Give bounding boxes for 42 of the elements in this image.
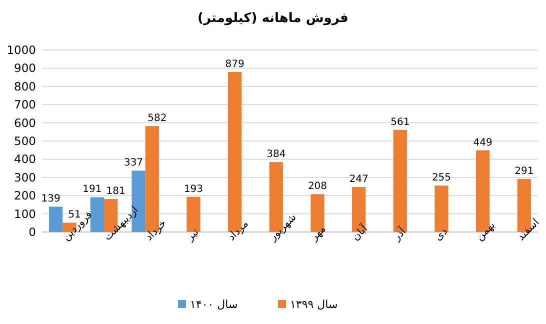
y-tick-label: 400 [14,152,36,166]
x-tick-label: بهمن [474,219,498,244]
chart-title: فروش ماهانه (کیلومتر) [198,11,348,26]
data-label: 561 [390,116,410,128]
y-tick-label: 300 [14,170,36,184]
data-label: 193 [184,184,204,195]
x-tick-label: خرداد [142,217,169,244]
data-label: 247 [349,174,368,186]
data-label: 337 [124,158,144,169]
y-tick-label: 700 [14,98,36,112]
bar [49,206,63,232]
legend-label: سال ۱۳۹۹ [290,298,338,311]
x-tick-label: تیر [184,226,202,244]
x-tick-label: آذر [390,224,410,244]
x-tick-label: اسفند [514,216,542,244]
legend-label: سال ۱۴۰۰ [190,298,238,311]
x-tick-label: مهر [308,223,328,244]
data-label: 879 [225,59,244,70]
y-tick-label: 900 [14,61,36,76]
bar [434,186,448,232]
bar [90,197,104,232]
y-tick-label: 100 [14,206,36,221]
x-tick-label: شهریور [266,211,299,244]
data-label: 208 [308,181,328,192]
x-tick-label: آبان [348,221,371,244]
y-tick-label: 0 [28,225,36,239]
data-label: 291 [514,166,534,178]
data-label: 181 [106,186,126,198]
data-label: 139 [41,194,60,205]
x-tick-label: دی [432,225,450,244]
data-label: 384 [266,149,286,160]
data-label: 255 [432,172,452,184]
x-tick-label: مرداد [226,218,251,244]
y-tick-label: 800 [14,79,36,94]
data-label: 191 [82,184,102,196]
data-label: 449 [473,137,492,148]
x-tick-label: اردیبهشت [102,204,141,244]
y-tick-label: 500 [14,134,36,148]
y-tick-label: 200 [14,188,36,203]
y-tick-label: 600 [14,116,36,130]
y-tick-label: 1000 [6,43,36,57]
data-label: 582 [148,113,167,124]
